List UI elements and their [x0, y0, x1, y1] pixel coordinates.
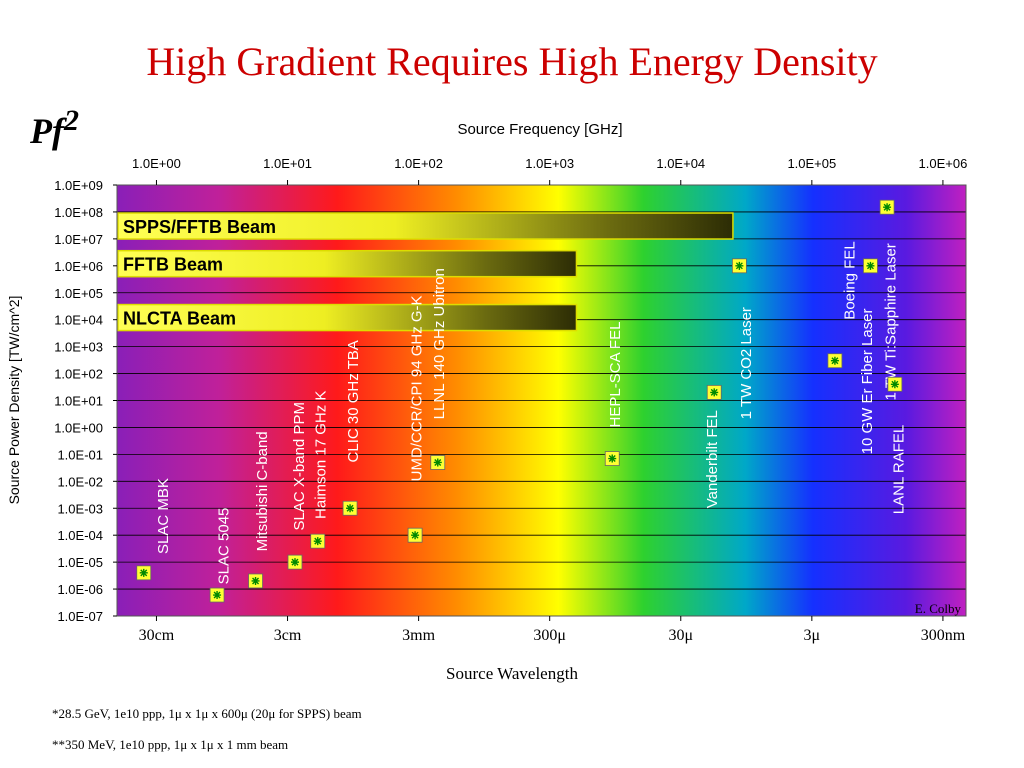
- source-marker: [136, 565, 152, 581]
- marker-star: [883, 203, 892, 212]
- bottom-tick-label: 3mm: [402, 627, 435, 644]
- source-marker: [879, 199, 895, 215]
- bottom-axis-title: Source Wavelength: [446, 664, 578, 683]
- source-label: 1 TW Ti:Sapphire Laser: [882, 243, 899, 400]
- y-tick-label: 1.0E+09: [54, 178, 103, 193]
- y-tick-label: 1.0E-05: [57, 555, 103, 570]
- marker-star: [290, 558, 299, 567]
- top-tick-label: 1.0E+01: [263, 156, 312, 171]
- beam-bar: [117, 303, 578, 332]
- marker-star: [890, 380, 899, 389]
- beam-bar: [117, 212, 734, 240]
- source-marker: [430, 455, 446, 470]
- source-marker: [248, 573, 263, 589]
- marker-star: [433, 458, 442, 467]
- top-tick-label: 1.0E+05: [787, 156, 836, 171]
- source-label: Haimson 17 GHz K: [312, 391, 329, 519]
- top-tick-label: 1.0E+04: [656, 156, 705, 171]
- beam-bar: [117, 249, 578, 278]
- source-marker: [342, 500, 358, 516]
- marker-star: [735, 261, 744, 270]
- source-marker: [887, 376, 903, 392]
- source-label: SLAC X-band PPM: [291, 402, 308, 530]
- top-tick-label: 1.0E+02: [394, 156, 443, 171]
- top-tick-label: 1.0E+06: [919, 156, 968, 171]
- source-label: CLIC 30 GHz TBA: [345, 340, 362, 462]
- top-axis-title: Source Frequency [GHz]: [457, 121, 622, 138]
- pf2-exponent: 2: [63, 104, 79, 137]
- y-tick-label: 1.0E+02: [54, 367, 103, 382]
- beam-bars: SPPS/FFTB Beam FFTB Beam NLCTA Beam: [117, 212, 734, 332]
- y-tick-label: 1.0E+01: [54, 394, 103, 409]
- y-tick-label: 1.0E+00: [54, 420, 103, 435]
- marker-star: [608, 454, 617, 463]
- beam-label: SPPS/FFTB Beam: [123, 217, 276, 237]
- source-label: 1 TW CO2 Laser: [738, 307, 755, 419]
- y-tick-label: 1.0E-01: [57, 447, 103, 462]
- source-marker: [407, 527, 423, 543]
- beam-label: NLCTA Beam: [123, 309, 236, 329]
- source-label: 10 GW Er Fiber Laser: [859, 308, 876, 454]
- source-marker: [863, 258, 878, 274]
- source-markers: [136, 199, 903, 603]
- y-axis-title: Source Power Density [TW/cm^2]: [6, 296, 22, 505]
- bottom-tick-label: 30μ: [668, 627, 693, 644]
- marker-star: [830, 356, 839, 365]
- source-labels: SLAC MBK SLAC 5045 Mitsubishi C-band SLAC X…: [155, 241, 908, 584]
- footnote-1: *28.5 GeV, 1e10 ppp, 1μ x 1μ x 600μ (20μ…: [52, 706, 362, 721]
- y-tick-label: 1.0E+08: [54, 205, 103, 220]
- top-tick-label: 1.0E+03: [525, 156, 574, 171]
- source-label: LANL RAFEL: [890, 425, 907, 514]
- source-marker: [209, 587, 225, 603]
- pf2-text: Pf: [30, 111, 64, 151]
- source-marker: [604, 451, 620, 466]
- slide-title: High Gradient Requires High Energy Densi…: [146, 39, 878, 84]
- marker-star: [251, 576, 260, 585]
- source-label: Boeing FEL: [841, 241, 858, 319]
- marker-star: [313, 537, 322, 546]
- marker-star: [139, 568, 148, 577]
- bottom-tick-label: 30cm: [139, 627, 175, 644]
- source-label: SLAC MBK: [155, 478, 172, 554]
- credit-label: E. Colby: [915, 601, 962, 616]
- footnote-2: **350 MeV, 1e10 ppp, 1μ x 1μ x 1 mm beam: [52, 737, 289, 752]
- y-tick-label: 1.0E+05: [54, 286, 103, 301]
- y-tick-label: 1.0E-02: [57, 474, 103, 489]
- source-label: Vanderbilt FEL: [704, 410, 721, 508]
- y-tick-label: 1.0E+04: [54, 313, 103, 328]
- bottom-tick-label: 300nm: [921, 627, 966, 644]
- bottom-tick-label: 3μ: [804, 627, 821, 644]
- y-tick-label: 1.0E-03: [57, 501, 103, 516]
- y-tick-label: 1.0E+03: [54, 340, 103, 355]
- bottom-tick-label: 300μ: [533, 627, 566, 644]
- source-label: Mitsubishi C-band: [254, 431, 271, 551]
- source-marker: [310, 533, 326, 549]
- y-tick-label: 1.0E+06: [54, 259, 103, 274]
- marker-star: [346, 504, 355, 513]
- y-tick-label: 1.0E-06: [57, 582, 103, 597]
- beam-label: FFTB Beam: [123, 255, 223, 275]
- source-label: UMD/CCR/CPI 94 GHz G-K: [409, 295, 426, 481]
- marker-star: [213, 591, 222, 600]
- axes: 1.0E+09 1.0E+08 1.0E+07 1.0E+06 1.0E+05 1.0E+…: [6, 121, 967, 683]
- marker-star: [866, 261, 875, 270]
- pf2-label: Pf2: [30, 104, 79, 152]
- y-tick-label: 1.0E-07: [57, 609, 103, 624]
- y-tick-label: 1.0E-04: [57, 528, 103, 543]
- source-marker: [731, 258, 747, 274]
- top-tick-label: 1.0E+00: [132, 156, 181, 171]
- marker-star: [411, 531, 420, 540]
- marker-star: [710, 388, 719, 397]
- y-tick-label: 1.0E+07: [54, 232, 103, 247]
- source-label: HEPL-SCA FEL: [607, 322, 624, 428]
- source-marker: [287, 554, 303, 570]
- source-label: SLAC 5045: [216, 508, 233, 585]
- source-marker: [827, 353, 843, 369]
- bottom-tick-label: 3cm: [274, 627, 302, 644]
- source-label: LLNL 140 GHz Ubitron: [431, 268, 448, 419]
- source-marker: [706, 384, 722, 400]
